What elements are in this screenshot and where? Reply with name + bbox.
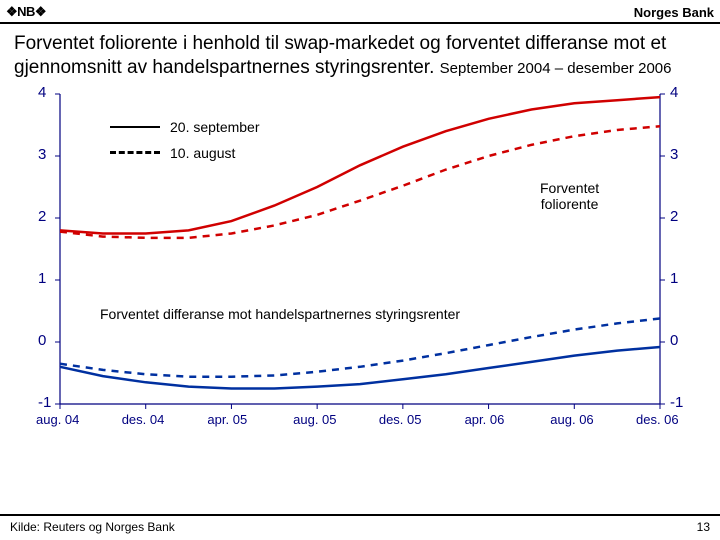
footer: Kilde: Reuters og Norges Bank 13 xyxy=(0,514,720,534)
ytick-left: 1 xyxy=(38,270,46,287)
xtick: des. 04 xyxy=(122,412,165,427)
annotation-upper: Forventetfoliorente xyxy=(540,180,599,214)
logo: ❖NB❖ xyxy=(6,4,46,20)
xtick: des. 06 xyxy=(636,412,679,427)
xtick: aug. 05 xyxy=(293,412,336,427)
xtick: apr. 06 xyxy=(465,412,505,427)
ytick-left: 0 xyxy=(38,332,46,349)
annotation-lower: Forventet differanse mot handelspartnern… xyxy=(100,306,460,323)
series-diff-dashed xyxy=(60,318,660,376)
legend-solid-label: 20. september xyxy=(170,119,260,135)
xtick: aug. 06 xyxy=(550,412,593,427)
legend-dashed-label: 10. august xyxy=(170,145,235,161)
legend-dashed: 10. august xyxy=(110,140,260,166)
slide-title: Forventet foliorente i henhold til swap-… xyxy=(0,24,720,84)
ytick-right: 1 xyxy=(670,270,678,287)
ytick-right: 0 xyxy=(670,332,678,349)
xtick: des. 05 xyxy=(379,412,422,427)
legend: 20. september 10. august xyxy=(110,114,260,166)
chart: 20. september 10. august Forventetfolior… xyxy=(10,84,710,454)
ytick-right: 3 xyxy=(670,146,678,163)
legend-solid-swatch xyxy=(110,126,160,128)
legend-solid: 20. september xyxy=(110,114,260,140)
ytick-right: 2 xyxy=(670,208,678,225)
source-text: Kilde: Reuters og Norges Bank xyxy=(10,520,175,534)
title-sub: September 2004 – desember 2006 xyxy=(440,60,672,77)
ytick-right: -1 xyxy=(670,394,683,411)
xtick: aug. 04 xyxy=(36,412,79,427)
ytick-left: 4 xyxy=(38,84,46,101)
ytick-left: 2 xyxy=(38,208,46,225)
ytick-left: -1 xyxy=(38,394,51,411)
header: ❖NB❖ Norges Bank xyxy=(0,0,720,24)
xtick: apr. 05 xyxy=(207,412,247,427)
legend-dashed-swatch xyxy=(110,151,160,154)
page-number: 13 xyxy=(697,520,710,534)
ytick-right: 4 xyxy=(670,84,678,101)
ytick-left: 3 xyxy=(38,146,46,163)
bank-name: Norges Bank xyxy=(634,5,714,20)
